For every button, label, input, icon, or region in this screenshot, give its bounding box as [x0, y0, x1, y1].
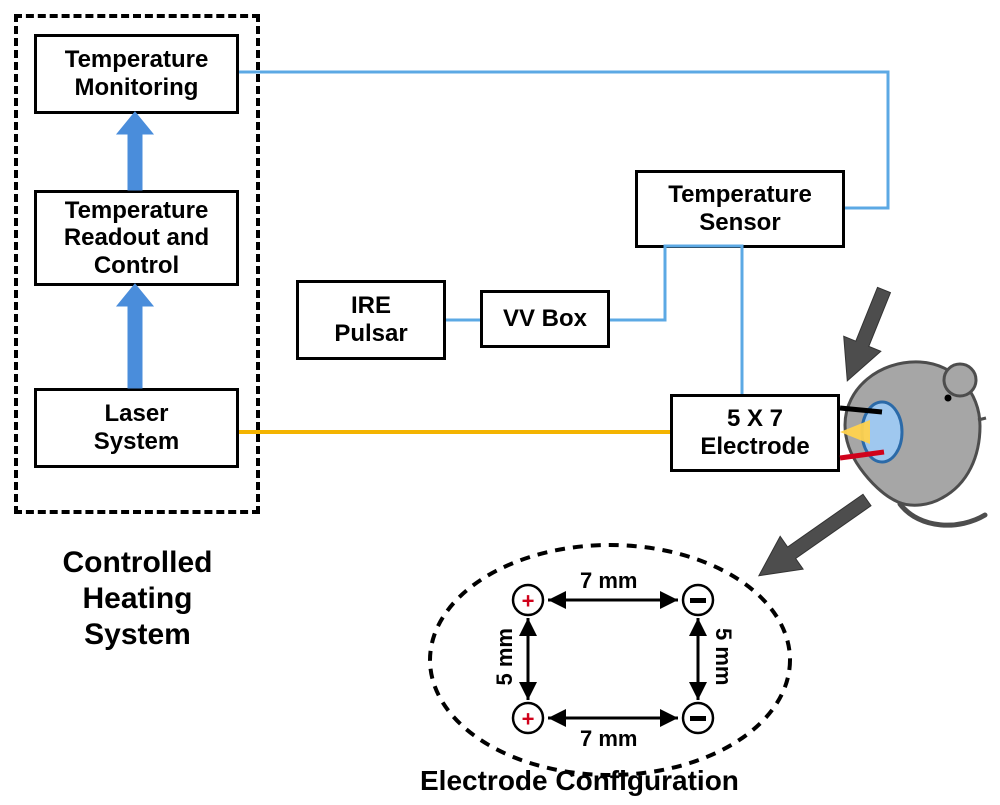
svg-text:+: +	[522, 589, 535, 614]
box-label: IRE Pulsar	[334, 292, 407, 347]
label-electrode-configuration: Electrode Configuration	[420, 765, 739, 797]
box-label: Temperature Sensor	[668, 181, 812, 236]
label-controlled-heating-system: Controlled Heating System	[30, 545, 245, 653]
box-label: 5 X 7 Electrode	[700, 405, 809, 460]
svg-text:+: +	[522, 707, 535, 732]
box-label: Temperature Readout and Control	[64, 197, 209, 280]
dim-left: 5 mm	[492, 628, 518, 685]
dim-top: 7 mm	[580, 568, 637, 594]
box-electrode: 5 X 7 Electrode	[670, 394, 840, 472]
box-label: VV Box	[503, 305, 587, 333]
box-temp-readout-control: Temperature Readout and Control	[34, 190, 239, 286]
dim-bottom: 7 mm	[580, 726, 637, 752]
box-vv-box: VV Box	[480, 290, 610, 348]
box-label: Laser System	[94, 400, 179, 455]
dim-right: 5 mm	[710, 628, 736, 685]
box-temp-monitoring: Temperature Monitoring	[34, 34, 239, 114]
box-label: Temperature Monitoring	[65, 46, 209, 101]
box-laser-system: Laser System	[34, 388, 239, 468]
mouse-icon	[840, 362, 986, 525]
box-temperature-sensor: Temperature Sensor	[635, 170, 845, 248]
box-ire-pulsar: IRE Pulsar	[296, 280, 446, 360]
label-text: Controlled Heating System	[63, 546, 213, 651]
label-text: Electrode Configuration	[420, 765, 739, 796]
